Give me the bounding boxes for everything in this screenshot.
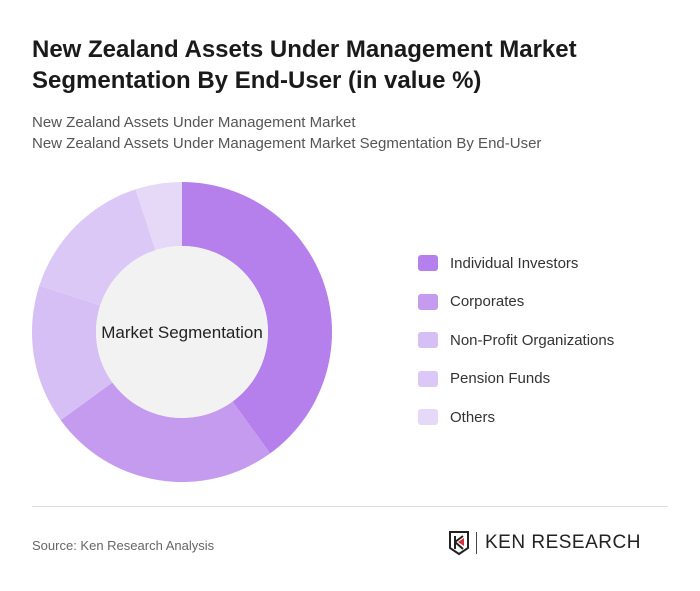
legend-item: Non-Profit Organizations <box>418 321 614 360</box>
slice-pension-funds <box>39 189 156 306</box>
slice-individual-investors <box>182 182 332 454</box>
chart-title: New Zealand Assets Under Management Mark… <box>32 36 577 94</box>
legend-item: Individual Investors <box>418 244 614 283</box>
subtitle-segmentation: New Zealand Assets Under Management Mark… <box>32 135 542 152</box>
center-label: Market Segmentation <box>101 323 263 342</box>
legend-label: Corporates <box>450 293 525 311</box>
donut-chart: Market Segmentation <box>32 182 332 482</box>
legend-item: Pension Funds <box>418 360 614 399</box>
legend-item: Others <box>418 398 614 437</box>
slice-corporates <box>60 382 271 482</box>
legend-item: Corporates <box>418 283 614 322</box>
legend-swatch <box>418 255 438 272</box>
ken-research-logo: KEN RESEARCH <box>448 530 641 556</box>
legend-swatch <box>418 332 438 349</box>
legend: Individual Investors Corporates Non-Profit… <box>418 244 614 437</box>
slice-non-profit-organizations <box>32 285 113 421</box>
legend-label: Individual Investors <box>450 254 579 272</box>
logo-separator <box>476 532 477 554</box>
legend-label: Pension Funds <box>450 370 551 388</box>
legend-swatch <box>418 293 438 310</box>
slice-others <box>135 182 182 251</box>
legend-label: Non-Profit Organizations <box>450 331 615 349</box>
logo-icon <box>449 531 469 556</box>
donut-hole <box>96 246 268 418</box>
divider <box>32 506 668 507</box>
legend-label: Others <box>450 408 496 426</box>
logo-text: KEN RESEARCH <box>485 532 641 553</box>
source-note: Source: Ken Research Analysis <box>32 538 215 553</box>
legend-swatch <box>418 409 438 426</box>
legend-swatch <box>418 370 438 387</box>
subtitle-market: New Zealand Assets Under Management Mark… <box>32 114 356 131</box>
